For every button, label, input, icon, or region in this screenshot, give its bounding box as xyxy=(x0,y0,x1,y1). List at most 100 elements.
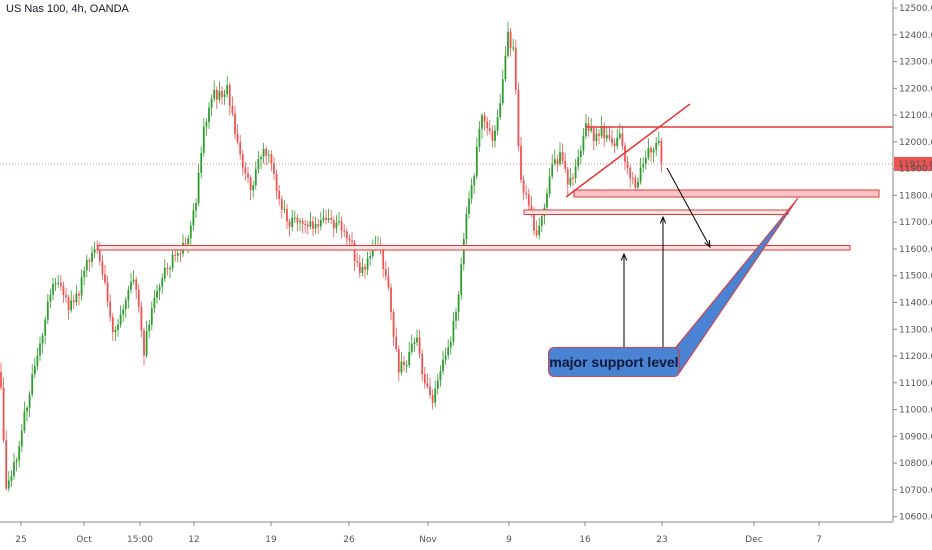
candle-body xyxy=(145,330,148,356)
candle-body xyxy=(590,127,593,131)
candle-body xyxy=(644,157,647,165)
time-tick-label: 23 xyxy=(656,535,667,545)
price-tick-label: 10900.0 xyxy=(899,432,932,442)
support-zone-11800 xyxy=(573,189,880,198)
candle-body xyxy=(247,173,249,178)
candle-body xyxy=(405,365,408,367)
candle-body xyxy=(135,279,138,290)
candle-body xyxy=(78,293,80,296)
candle-body xyxy=(439,371,442,381)
candle-body xyxy=(109,301,112,317)
candle-body xyxy=(421,353,424,375)
candle-body xyxy=(592,127,595,142)
candle-body xyxy=(390,287,392,312)
candle-body xyxy=(197,172,200,204)
candle-body xyxy=(93,248,96,253)
candle-body xyxy=(2,387,5,441)
candle-body xyxy=(345,231,348,239)
candle-body xyxy=(85,259,88,271)
candle-body xyxy=(41,335,44,344)
candle-body xyxy=(499,103,502,118)
candle-body xyxy=(286,208,288,222)
price-tick-label: 12100.0 xyxy=(899,111,932,121)
candle-body xyxy=(522,179,525,193)
time-tick-label: Dec xyxy=(745,535,762,545)
candle-body xyxy=(140,306,143,331)
candle-body xyxy=(327,218,330,220)
candle-body xyxy=(205,122,208,127)
candle-body xyxy=(208,107,210,123)
candle-body xyxy=(158,286,161,291)
candle-body xyxy=(239,141,242,155)
candle-body xyxy=(104,274,106,283)
candle-body xyxy=(106,282,109,302)
candle-body xyxy=(215,89,218,100)
candle-body xyxy=(449,341,452,348)
candle-body xyxy=(39,343,41,356)
price-tick-label: 11700.0 xyxy=(899,218,932,228)
time-axis: 25 Oct 15:00 12 19 26 Nov 9 16 23 Dec 7 xyxy=(0,521,893,545)
candle-body xyxy=(202,126,205,153)
candle-body xyxy=(650,147,652,153)
candle-body xyxy=(465,213,468,240)
candle-body xyxy=(507,31,509,56)
current-price-badge xyxy=(894,156,932,171)
candle-body xyxy=(340,221,343,231)
time-tick-label: 12 xyxy=(188,535,199,545)
candle-body xyxy=(218,90,221,100)
candle-body xyxy=(579,150,582,158)
candle-body xyxy=(564,160,567,169)
candle-body xyxy=(410,343,413,352)
candle-body xyxy=(343,230,346,232)
candle-body xyxy=(192,210,195,226)
candle-body xyxy=(358,262,361,273)
candle-body xyxy=(262,148,265,157)
candle-body xyxy=(618,133,621,138)
candle-body xyxy=(483,115,486,122)
candlestick-series xyxy=(0,21,663,492)
candle-body xyxy=(59,282,62,286)
price-tick-label: 12000.0 xyxy=(899,138,932,148)
candle-body xyxy=(621,133,624,146)
time-tick-label: Oct xyxy=(76,535,92,545)
candle-body xyxy=(629,167,632,179)
candle-body xyxy=(280,199,283,210)
candle-body xyxy=(62,285,65,295)
callout-major-support[interactable]: major support level xyxy=(548,347,680,377)
candle-body xyxy=(254,169,257,186)
time-tick-label: 16 xyxy=(579,535,591,545)
candle-body xyxy=(319,220,322,227)
candle-body xyxy=(431,394,434,403)
up-arrow-right-head xyxy=(659,215,667,224)
candle-body xyxy=(533,214,535,231)
candle-body xyxy=(184,242,187,245)
candle-body xyxy=(0,372,2,388)
current-price-label: 11917.6 xyxy=(898,160,932,170)
price-tick-label: 11200.0 xyxy=(899,352,932,362)
candle-body xyxy=(613,143,616,147)
candle-body xyxy=(585,123,587,137)
candle-body xyxy=(418,337,421,354)
candle-body xyxy=(13,461,15,477)
candle-body xyxy=(96,248,99,251)
candle-body xyxy=(278,190,281,200)
candle-body xyxy=(335,222,338,229)
candle-body xyxy=(101,261,104,275)
candle-body xyxy=(496,117,499,131)
time-tick-label: 15:00 xyxy=(127,535,153,545)
candle-body xyxy=(517,89,520,147)
candle-body xyxy=(322,217,325,221)
candle-body xyxy=(91,252,93,262)
time-tick-label: 9 xyxy=(506,535,512,545)
time-tick-label: 25 xyxy=(15,535,26,545)
candle-body xyxy=(559,152,561,164)
candle-body xyxy=(655,142,658,150)
candle-body xyxy=(65,294,67,298)
price-tick-label: 11000.0 xyxy=(899,406,932,416)
candle-body xyxy=(111,316,114,333)
candle-body xyxy=(639,167,642,182)
candle-body xyxy=(132,279,135,282)
candle-body xyxy=(356,261,359,263)
candle-body xyxy=(384,268,387,277)
